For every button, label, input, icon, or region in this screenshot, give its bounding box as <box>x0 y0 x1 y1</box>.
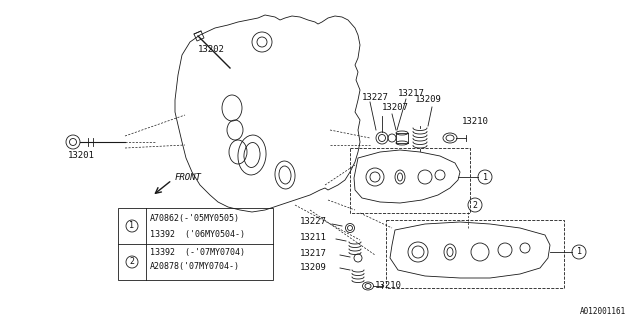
Text: 13217: 13217 <box>300 250 327 259</box>
Text: A70862(-'05MY0505): A70862(-'05MY0505) <box>150 213 240 222</box>
Text: 13211: 13211 <box>300 234 327 243</box>
Text: 13227: 13227 <box>362 92 389 101</box>
Text: 1: 1 <box>483 172 488 181</box>
Bar <box>386 220 564 288</box>
Bar <box>350 148 470 213</box>
Text: A012001161: A012001161 <box>580 308 627 316</box>
Text: 13210: 13210 <box>375 281 402 290</box>
Text: 13217: 13217 <box>398 89 425 98</box>
Text: 13201: 13201 <box>68 151 95 161</box>
Text: A20878('07MY0704-): A20878('07MY0704-) <box>150 261 240 270</box>
Text: 13392  (-'07MY0704): 13392 (-'07MY0704) <box>150 247 245 257</box>
Text: 1: 1 <box>129 221 134 230</box>
Text: FRONT: FRONT <box>175 173 202 182</box>
Text: 13207: 13207 <box>382 103 409 113</box>
Text: 2: 2 <box>472 201 477 210</box>
Bar <box>118 208 273 280</box>
Text: 2: 2 <box>129 258 134 267</box>
Text: 13392  ('06MY0504-): 13392 ('06MY0504-) <box>150 229 245 238</box>
Text: 1: 1 <box>577 247 582 257</box>
Text: 13202: 13202 <box>198 45 225 54</box>
Text: 13209: 13209 <box>300 263 327 273</box>
Text: 13209: 13209 <box>415 95 442 105</box>
Text: 13210: 13210 <box>462 117 489 126</box>
Text: 13227: 13227 <box>300 218 327 227</box>
